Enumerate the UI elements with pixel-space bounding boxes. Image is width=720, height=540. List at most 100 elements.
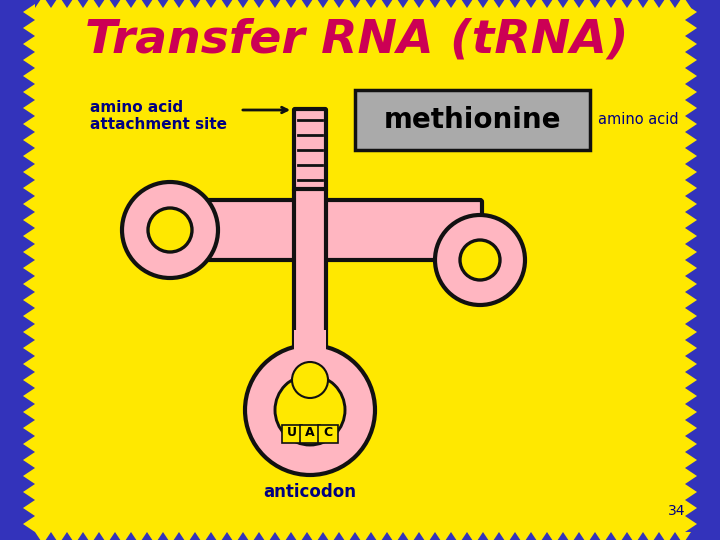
Polygon shape	[659, 0, 675, 8]
Polygon shape	[627, 532, 643, 540]
Polygon shape	[23, 388, 35, 404]
Polygon shape	[23, 340, 35, 356]
Polygon shape	[403, 532, 419, 540]
Text: amino acid: amino acid	[598, 112, 679, 127]
Polygon shape	[227, 0, 243, 8]
Polygon shape	[685, 148, 697, 164]
Polygon shape	[675, 532, 691, 540]
Polygon shape	[685, 468, 697, 484]
Polygon shape	[659, 532, 675, 540]
Polygon shape	[291, 532, 307, 540]
Polygon shape	[259, 0, 275, 8]
Polygon shape	[685, 388, 697, 404]
Polygon shape	[595, 532, 611, 540]
Polygon shape	[147, 532, 163, 540]
Polygon shape	[643, 532, 659, 540]
Polygon shape	[685, 244, 697, 260]
Bar	[355, 90, 590, 150]
Polygon shape	[451, 532, 467, 540]
Polygon shape	[115, 532, 131, 540]
Polygon shape	[685, 276, 697, 292]
Polygon shape	[467, 0, 483, 8]
Polygon shape	[23, 420, 35, 436]
Polygon shape	[195, 532, 211, 540]
Polygon shape	[579, 0, 595, 8]
Polygon shape	[627, 0, 643, 8]
Polygon shape	[419, 0, 435, 8]
Text: Transfer RNA (tRNA): Transfer RNA (tRNA)	[85, 17, 629, 63]
Polygon shape	[685, 116, 697, 132]
Polygon shape	[339, 0, 355, 8]
Polygon shape	[685, 164, 697, 180]
Polygon shape	[685, 516, 697, 532]
Polygon shape	[685, 452, 697, 468]
Polygon shape	[499, 532, 515, 540]
Text: amino acid: amino acid	[90, 100, 183, 115]
Polygon shape	[67, 0, 83, 8]
Circle shape	[460, 240, 500, 280]
Text: A: A	[305, 427, 315, 440]
Polygon shape	[563, 0, 579, 8]
Polygon shape	[243, 0, 259, 8]
Polygon shape	[163, 0, 179, 8]
Polygon shape	[291, 0, 307, 8]
Polygon shape	[23, 164, 35, 180]
Polygon shape	[243, 532, 259, 540]
Polygon shape	[563, 532, 579, 540]
Polygon shape	[685, 324, 697, 340]
Polygon shape	[211, 0, 227, 8]
Polygon shape	[23, 228, 35, 244]
Polygon shape	[685, 4, 697, 20]
Polygon shape	[99, 532, 115, 540]
Polygon shape	[23, 100, 35, 116]
Polygon shape	[51, 532, 67, 540]
Circle shape	[435, 215, 525, 305]
Polygon shape	[195, 0, 211, 8]
Polygon shape	[23, 484, 35, 500]
Polygon shape	[685, 100, 697, 116]
Polygon shape	[23, 4, 35, 20]
Polygon shape	[23, 20, 35, 36]
Polygon shape	[23, 468, 35, 484]
Circle shape	[292, 362, 328, 398]
FancyBboxPatch shape	[294, 109, 326, 191]
Polygon shape	[435, 0, 451, 8]
Polygon shape	[451, 0, 467, 8]
Polygon shape	[547, 0, 563, 8]
Polygon shape	[499, 0, 515, 8]
Circle shape	[245, 345, 375, 475]
Polygon shape	[51, 0, 67, 8]
Polygon shape	[483, 0, 499, 8]
Polygon shape	[387, 532, 403, 540]
Polygon shape	[547, 532, 563, 540]
Polygon shape	[23, 516, 35, 532]
Polygon shape	[67, 532, 83, 540]
Polygon shape	[685, 212, 697, 228]
Polygon shape	[685, 308, 697, 324]
Polygon shape	[435, 532, 451, 540]
Polygon shape	[23, 132, 35, 148]
Polygon shape	[685, 484, 697, 500]
Polygon shape	[131, 532, 147, 540]
Polygon shape	[685, 356, 697, 372]
Polygon shape	[675, 0, 691, 8]
Polygon shape	[685, 372, 697, 388]
Polygon shape	[685, 196, 697, 212]
Polygon shape	[467, 532, 483, 540]
Polygon shape	[515, 532, 531, 540]
Polygon shape	[685, 436, 697, 452]
Polygon shape	[179, 0, 195, 8]
Polygon shape	[23, 372, 35, 388]
Polygon shape	[23, 404, 35, 420]
Polygon shape	[23, 436, 35, 452]
Polygon shape	[23, 500, 35, 516]
Polygon shape	[685, 132, 697, 148]
Polygon shape	[579, 532, 595, 540]
Circle shape	[148, 208, 192, 252]
Polygon shape	[23, 324, 35, 340]
Bar	[318, 425, 338, 443]
Polygon shape	[685, 180, 697, 196]
Polygon shape	[23, 148, 35, 164]
Polygon shape	[115, 0, 131, 8]
Polygon shape	[163, 532, 179, 540]
